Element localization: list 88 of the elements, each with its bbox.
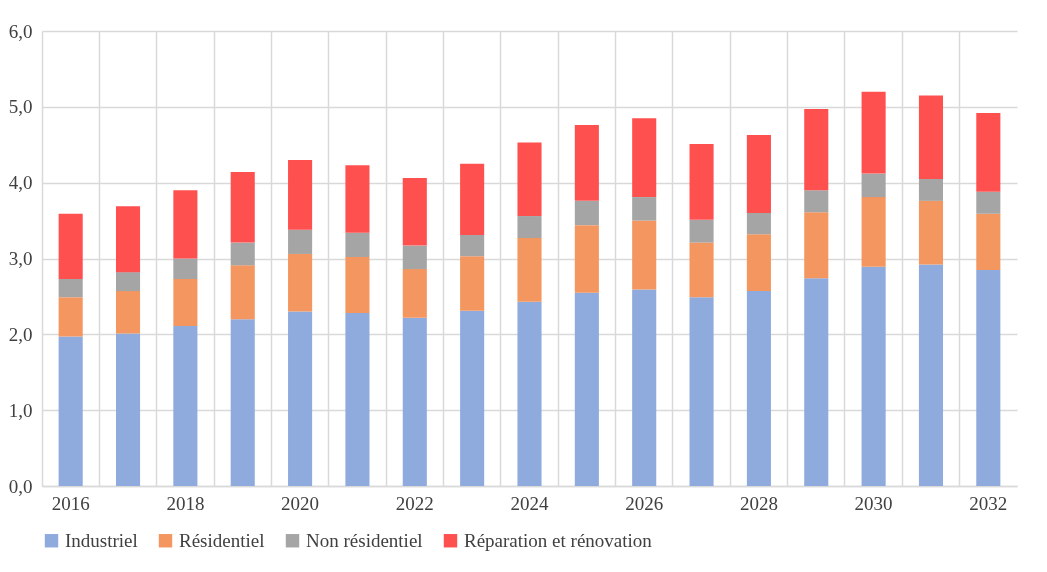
y-tick-label: 2,0 <box>8 323 33 345</box>
bar <box>746 234 771 292</box>
y-tick-label: 4,0 <box>8 172 33 194</box>
bar <box>402 317 427 486</box>
bar <box>746 291 771 486</box>
x-tick-label: 2032 <box>969 492 1008 514</box>
bar <box>861 266 886 486</box>
bar <box>402 269 427 318</box>
legend-label: Résidentiel <box>179 529 265 551</box>
bar <box>230 265 255 320</box>
bar <box>918 264 944 486</box>
bar <box>918 95 944 179</box>
bar <box>632 289 657 486</box>
bar <box>517 238 542 302</box>
bar <box>173 258 198 279</box>
bar <box>402 245 427 270</box>
bar <box>746 134 771 213</box>
y-tick-label: 0,0 <box>8 475 33 497</box>
legend-label: Non résidentiel <box>306 529 423 551</box>
bar <box>230 172 255 243</box>
bar <box>173 190 198 259</box>
bar <box>976 269 1001 486</box>
bar <box>115 333 141 486</box>
bar <box>632 118 657 198</box>
bar <box>58 336 83 486</box>
bar <box>574 200 599 226</box>
y-tick-label: 6,0 <box>8 20 33 42</box>
bar <box>804 212 829 279</box>
bar <box>288 311 313 486</box>
y-tick-label: 3,0 <box>8 248 33 269</box>
bar <box>746 213 771 235</box>
x-tick-label: 2020 <box>281 492 320 514</box>
bar <box>976 191 1001 214</box>
y-tick-label: 1,0 <box>8 399 33 421</box>
bar <box>804 278 829 486</box>
bar <box>460 234 485 257</box>
x-tick-label: 2026 <box>625 492 664 514</box>
bar <box>689 297 714 486</box>
bar <box>58 213 83 279</box>
bar <box>58 297 83 337</box>
bar <box>861 197 886 267</box>
bar <box>632 197 657 221</box>
bar <box>460 256 485 311</box>
bar <box>689 219 714 243</box>
bar <box>173 325 198 486</box>
x-tick-label: 2028 <box>739 492 778 514</box>
bar <box>574 292 599 486</box>
bar <box>230 319 255 486</box>
bar <box>345 232 370 257</box>
bar <box>689 242 714 298</box>
bar <box>517 142 542 217</box>
bar <box>976 213 1001 270</box>
bar <box>804 190 829 213</box>
bar <box>574 225 599 293</box>
bar <box>976 112 1001 192</box>
bar <box>517 301 542 486</box>
bar <box>689 143 714 220</box>
x-tick-label: 2024 <box>510 492 549 514</box>
bar <box>115 291 141 334</box>
bar <box>345 165 370 233</box>
x-tick-label: 2016 <box>51 492 90 514</box>
bar <box>918 200 944 265</box>
bar <box>58 278 83 298</box>
bar <box>288 253 313 312</box>
bar <box>460 310 485 486</box>
bar <box>173 278 198 326</box>
bar <box>517 216 542 239</box>
bar <box>402 178 427 246</box>
bar <box>918 178 944 201</box>
bar <box>288 159 313 230</box>
bar <box>632 220 657 290</box>
bar <box>288 229 313 254</box>
legend-label: Réparation et rénovation <box>464 529 653 551</box>
bar <box>115 206 141 273</box>
legend-label: Industriel <box>65 529 138 551</box>
bar <box>861 91 886 174</box>
bar <box>230 242 255 266</box>
bar <box>574 125 599 201</box>
bar <box>115 272 141 292</box>
bar <box>460 163 485 235</box>
bar <box>804 109 829 191</box>
x-tick-label: 2022 <box>395 492 434 514</box>
bar <box>861 173 886 198</box>
y-tick-label: 5,0 <box>8 96 33 118</box>
x-tick-label: 2018 <box>166 492 205 514</box>
bar <box>345 256 370 314</box>
x-tick-label: 2030 <box>854 492 893 514</box>
bar <box>345 313 370 486</box>
